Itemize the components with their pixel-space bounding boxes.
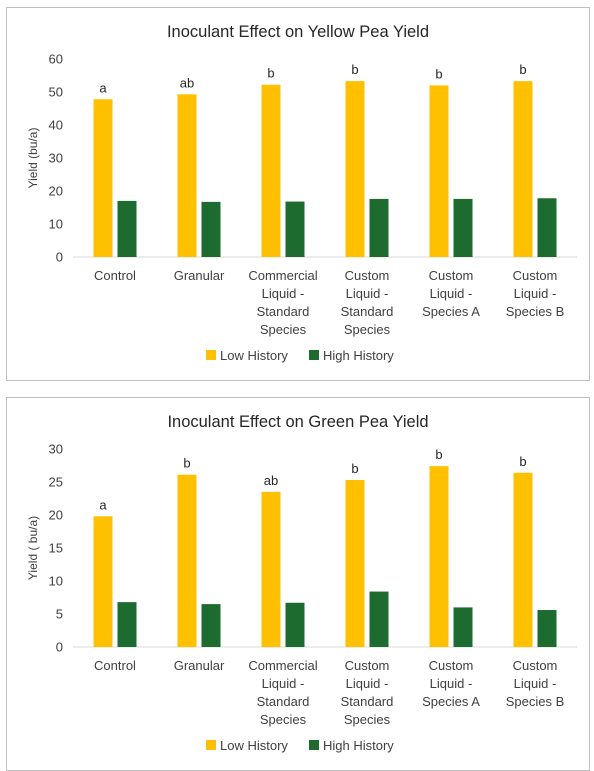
x-category-label: Granular	[174, 268, 225, 283]
legend-swatch-low-history	[206, 350, 216, 360]
x-category-label: Species B	[506, 694, 565, 709]
bar-high-history	[369, 591, 389, 647]
x-category-label: Custom	[513, 658, 558, 673]
significance-letter: b	[435, 66, 442, 81]
y-tick-label: 10	[49, 574, 63, 589]
bar-high-history	[369, 198, 389, 257]
bar-high-history	[285, 201, 305, 257]
legend-label: High History	[323, 738, 394, 753]
x-category-label: Custom	[345, 268, 390, 283]
x-category-label: Species	[344, 712, 391, 727]
yellow-pea-chart: Inoculant Effect on Yellow Pea Yield Yiel…	[26, 23, 577, 363]
significance-letter: ab	[264, 473, 278, 488]
green-pea-chart-panel: Inoculant Effect on Green Pea Yield Yield…	[6, 397, 590, 771]
bar-low-history	[261, 84, 281, 258]
bar-high-history	[537, 610, 557, 647]
legend-swatch-low-history	[206, 740, 216, 750]
x-category-label: Custom	[513, 268, 558, 283]
bar-high-history	[537, 198, 557, 257]
bar-low-history	[513, 472, 533, 647]
y-axis-label: Yield ( bu/a)	[26, 516, 40, 580]
chart-title: Inoculant Effect on Green Pea Yield	[167, 413, 428, 431]
bar-low-history	[345, 81, 365, 257]
bar-high-history	[117, 200, 137, 257]
y-tick-label: 20	[49, 508, 63, 523]
bar-low-history	[177, 94, 197, 257]
y-axis-label: Yield (bu/a)	[26, 128, 40, 189]
bar-low-history	[177, 474, 197, 647]
x-category-label: Liquid -	[262, 286, 305, 301]
y-tick-label: 5	[56, 607, 63, 622]
x-category-label: Liquid -	[346, 676, 389, 691]
x-category-label: Species	[260, 322, 307, 337]
x-category-label: Custom	[429, 268, 474, 283]
significance-letter: b	[267, 66, 274, 81]
y-tick-label: 10	[49, 217, 63, 232]
x-category-label: Liquid -	[430, 676, 473, 691]
bar-low-history	[93, 99, 113, 257]
significance-letter: b	[519, 62, 526, 77]
bar-low-history	[345, 480, 365, 647]
legend-label: Low History	[220, 738, 288, 753]
x-category-label: Liquid -	[514, 286, 557, 301]
significance-letter: a	[99, 80, 107, 95]
y-tick-label: 50	[49, 85, 63, 100]
x-category-label: Standard	[257, 304, 310, 319]
y-tick-label: 25	[49, 475, 63, 490]
significance-letter: b	[435, 447, 442, 462]
y-tick-label: 60	[49, 52, 63, 67]
x-category-label: Custom	[429, 658, 474, 673]
legend-swatch-high-history	[309, 350, 319, 360]
bar-low-history	[513, 81, 533, 257]
legend-swatch-high-history	[309, 740, 319, 750]
bar-high-history	[453, 198, 473, 257]
x-category-label: Custom	[345, 658, 390, 673]
green-pea-chart: Inoculant Effect on Green Pea Yield Yield…	[26, 413, 577, 753]
legend-label: High History	[323, 348, 394, 363]
x-category-label: Liquid -	[262, 676, 305, 691]
x-category-label: Species B	[506, 304, 565, 319]
bar-high-history	[453, 607, 473, 647]
x-category-label: Commercial	[248, 268, 317, 283]
y-tick-label: 40	[49, 118, 63, 133]
y-tick-label: 20	[49, 184, 63, 199]
x-category-label: Species A	[422, 694, 480, 709]
x-category-label: Species	[344, 322, 391, 337]
y-tick-label: 30	[49, 442, 63, 457]
significance-letter: a	[99, 497, 107, 512]
bar-high-history	[201, 604, 221, 647]
bar-low-history	[261, 491, 281, 647]
x-category-label: Standard	[341, 694, 394, 709]
significance-letter: b	[351, 461, 358, 476]
x-category-label: Granular	[174, 658, 225, 673]
significance-letter: ab	[180, 75, 194, 90]
x-category-label: Species	[260, 712, 307, 727]
significance-letter: b	[351, 62, 358, 77]
x-category-label: Commercial	[248, 658, 317, 673]
x-category-label: Liquid -	[430, 286, 473, 301]
yellow-pea-chart-panel: Inoculant Effect on Yellow Pea Yield Yiel…	[6, 7, 590, 381]
x-category-label: Control	[94, 268, 136, 283]
y-tick-label: 0	[56, 640, 63, 655]
x-category-label: Liquid -	[346, 286, 389, 301]
bar-high-history	[117, 602, 137, 647]
x-category-label: Liquid -	[514, 676, 557, 691]
significance-letter: b	[519, 454, 526, 469]
x-category-label: Standard	[341, 304, 394, 319]
x-category-label: Standard	[257, 694, 310, 709]
bar-high-history	[201, 201, 221, 257]
bar-low-history	[429, 85, 449, 258]
x-category-label: Species A	[422, 304, 480, 319]
legend-label: Low History	[220, 348, 288, 363]
x-category-label: Control	[94, 658, 136, 673]
bar-low-history	[429, 466, 449, 647]
y-tick-label: 15	[49, 541, 63, 556]
bar-high-history	[285, 602, 305, 647]
y-tick-label: 30	[49, 151, 63, 166]
y-tick-label: 0	[56, 250, 63, 265]
significance-letter: b	[183, 456, 190, 471]
chart-title: Inoculant Effect on Yellow Pea Yield	[167, 23, 429, 41]
bar-low-history	[93, 516, 113, 647]
